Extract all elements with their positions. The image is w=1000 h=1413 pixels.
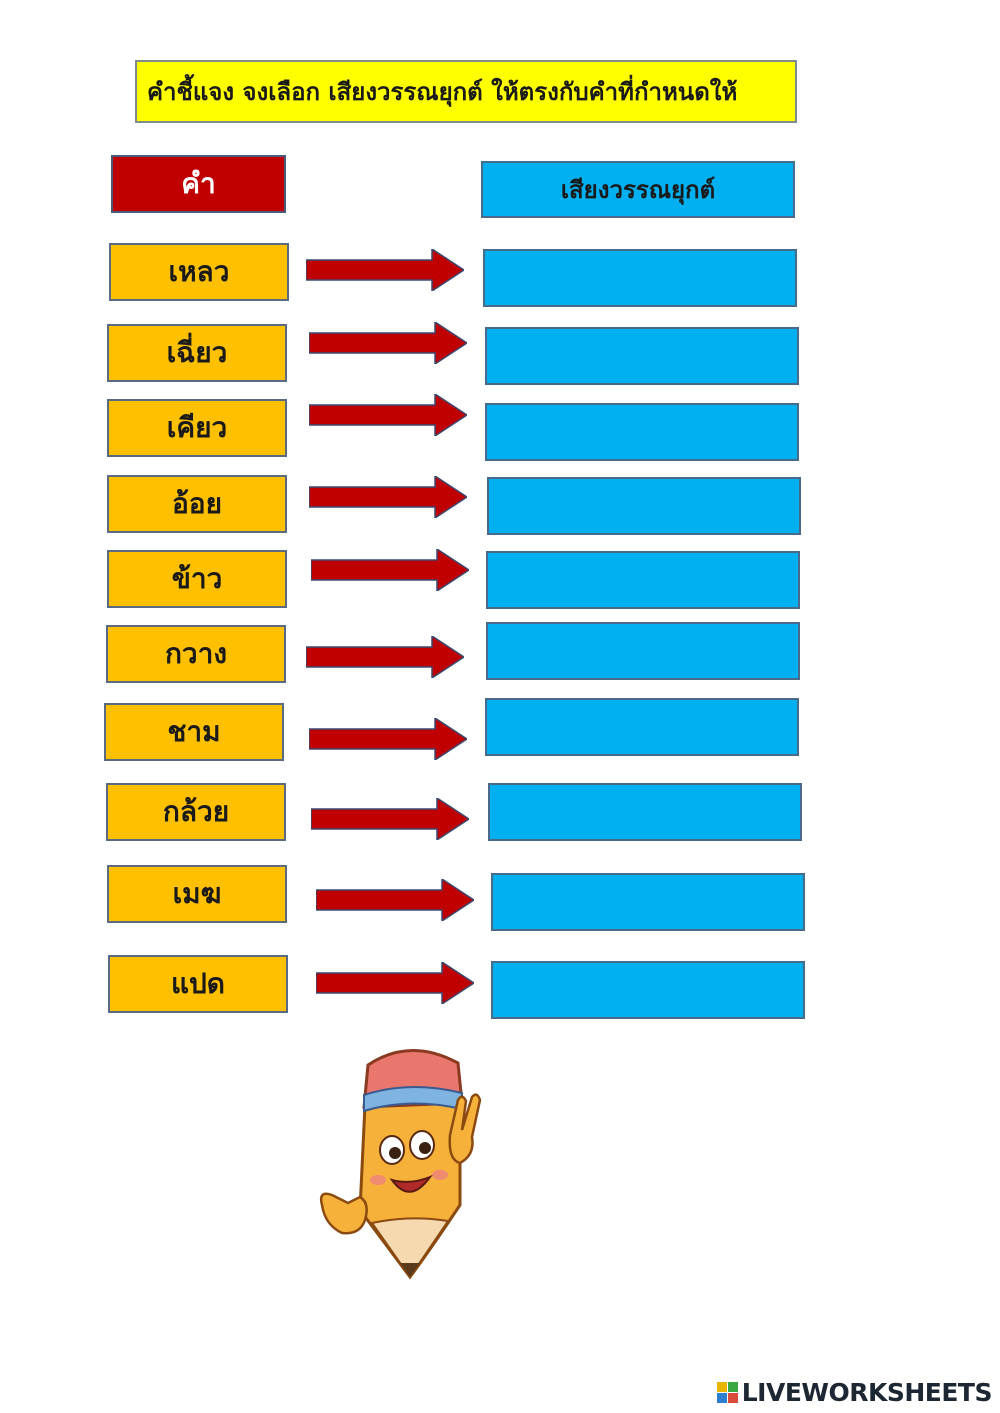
word-box: แปด [108, 955, 288, 1013]
word-box: เฉี่ยว [107, 324, 287, 382]
word-label: เหลว [168, 255, 230, 288]
tone-header-label: เสียงวรรณยุกต์ [560, 175, 716, 204]
instructions-banner: คำชี้แจง จงเลือก เสียงวรรณยุกต์ ให้ตรงกั… [135, 60, 797, 123]
word-box: อ้อย [107, 475, 287, 533]
word-header-label: คำ [181, 167, 216, 200]
liveworksheets-branding: LIVEWORKSHEETS [716, 1378, 993, 1407]
word-label: ข้าว [171, 562, 223, 595]
word-label: กล้วย [162, 795, 230, 828]
word-box: เหลว [109, 243, 289, 301]
arrow-right-icon [316, 962, 474, 1004]
answer-box[interactable] [485, 403, 799, 461]
arrow-right-icon [309, 322, 467, 364]
answer-box[interactable] [486, 622, 800, 680]
arrow-right-icon [316, 879, 474, 921]
brand-name: LIVEWORKSHEETS [741, 1378, 993, 1407]
instructions-text: คำชี้แจง จงเลือก เสียงวรรณยุกต์ ให้ตรงกั… [147, 77, 738, 106]
answer-box[interactable] [487, 477, 801, 535]
word-box: กล้วย [106, 783, 286, 841]
arrow-right-icon [309, 718, 467, 760]
word-label: แปด [170, 967, 225, 1000]
arrow-right-icon [311, 549, 469, 591]
arrow-right-icon [306, 249, 464, 291]
pencil-mascot-illustration [319, 1049, 482, 1280]
answer-box[interactable] [488, 783, 802, 841]
word-box: ข้าว [107, 550, 287, 608]
word-label: ชาม [167, 715, 221, 748]
answer-box[interactable] [485, 698, 799, 756]
word-label: เฉี่ยว [166, 336, 228, 369]
word-label: เมฆ [172, 877, 222, 910]
answer-box[interactable] [485, 327, 799, 385]
tone-column-header: เสียงวรรณยุกต์ [481, 161, 795, 218]
answer-box[interactable] [491, 961, 805, 1019]
word-box: เคียว [107, 399, 287, 457]
liveworksheets-logo-icon [716, 1382, 738, 1403]
arrow-right-icon [309, 476, 467, 518]
arrow-right-icon [311, 798, 469, 840]
word-label: อ้อย [171, 487, 223, 520]
arrow-right-icon [306, 636, 464, 678]
word-column-header: คำ [111, 155, 286, 213]
word-label: เคียว [166, 411, 228, 444]
word-box: ชาม [104, 703, 284, 761]
word-label: กวาง [164, 637, 228, 670]
word-box: เมฆ [107, 865, 287, 923]
answer-box[interactable] [491, 873, 805, 931]
answer-box[interactable] [483, 249, 797, 307]
answer-box[interactable] [486, 551, 800, 609]
word-box: กวาง [106, 625, 286, 683]
arrow-right-icon [309, 394, 467, 436]
